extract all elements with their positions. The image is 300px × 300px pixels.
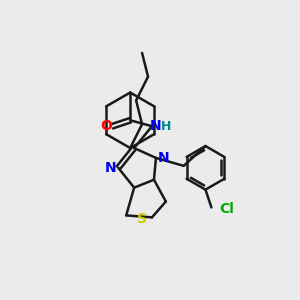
Text: H: H: [161, 120, 171, 133]
Text: Cl: Cl: [219, 202, 234, 216]
Text: N: N: [158, 151, 170, 165]
Text: N: N: [105, 161, 116, 175]
Text: S: S: [137, 212, 147, 226]
Text: N: N: [150, 119, 162, 133]
Text: O: O: [100, 119, 112, 133]
